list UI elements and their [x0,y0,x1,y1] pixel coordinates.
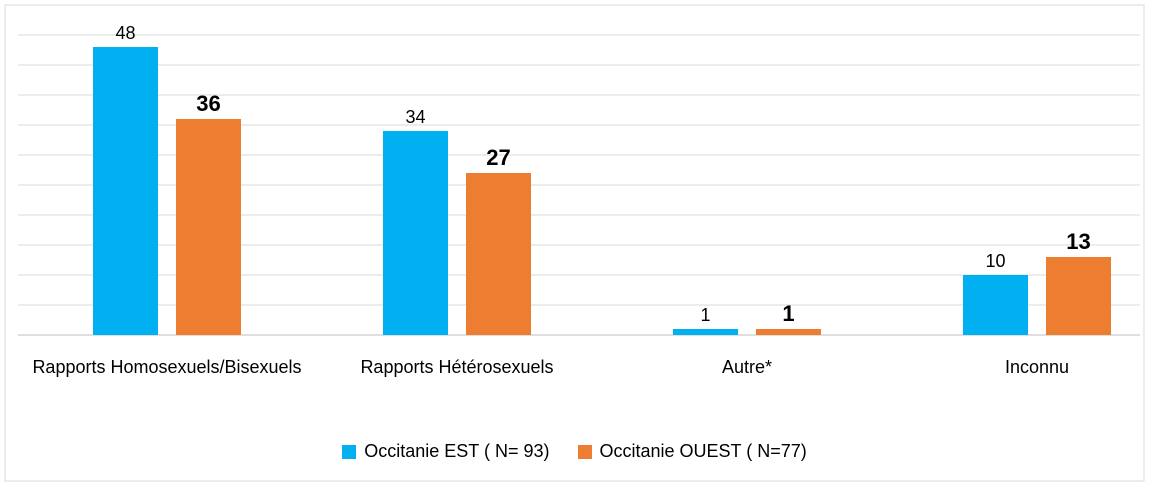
legend-swatch [342,444,357,459]
x-tick-label: Inconnu [1004,357,1070,377]
legend-label: Occitanie OUEST ( N=77) [599,441,807,461]
data-label: 48 [115,23,135,43]
data-label: 27 [486,145,510,170]
bar [93,47,158,335]
bar [176,119,241,335]
data-label: 10 [985,251,1005,271]
bar [963,275,1028,335]
bar [383,131,448,335]
data-label: 34 [405,107,425,127]
bar [466,173,531,335]
x-tick-label: Rapports Homosexuels/Bisexuels [32,357,302,377]
bar [673,329,738,335]
data-label: 1 [700,305,710,325]
legend-label: Occitanie EST ( N= 93) [364,441,550,461]
data-label: 13 [1066,229,1090,254]
legend: Occitanie EST ( N= 93) Occitanie OUEST ( … [0,441,1149,462]
bar [756,329,821,335]
legend-item: Occitanie OUEST ( N=77) [577,441,807,462]
x-tick-label: Autre* [721,357,773,377]
legend-swatch [577,444,592,459]
data-label: 36 [196,91,220,116]
legend-item: Occitanie EST ( N= 93) [342,441,550,462]
data-label: 1 [782,301,794,326]
x-tick-label: Rapports Hétérosexuels [360,357,554,377]
bar [1046,257,1111,335]
chart-border [4,4,1145,482]
